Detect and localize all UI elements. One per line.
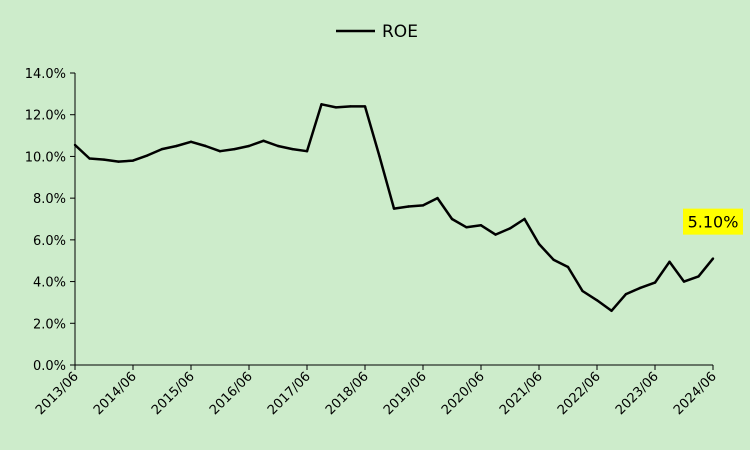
data-point [131,159,135,162]
data-point [349,105,352,108]
x-tick-label: 2017/06 [265,369,314,418]
data-point [117,160,120,163]
data-point [233,147,236,151]
legend: ROE [336,22,418,42]
y-tick-label: 12.0% [25,109,66,124]
callout-label: 5.10% [688,213,739,232]
x-tick-label: 2023/06 [613,369,662,418]
data-point [581,289,584,293]
data-point [566,265,570,269]
data-point [291,147,294,151]
x-tick-label: 2018/06 [323,369,372,418]
axes [74,73,713,366]
series-group [73,103,715,313]
data-point [639,286,642,289]
legend-label-roe: ROE [382,22,418,42]
data-point [407,205,410,208]
data-point [204,144,207,148]
data-point [479,224,483,227]
x-tick-label: 2014/06 [91,369,140,418]
data-point [189,140,193,143]
y-tick-label: 10.0% [25,150,66,165]
y-tick-label: 4.0% [33,276,66,291]
y-tick-label: 2.0% [33,317,66,332]
data-point [711,257,715,260]
x-axis-ticks: 2013/06 2014/06 2015/06 2016/06 2017/06 2018/… [33,365,720,418]
data-point [262,139,265,142]
callout-box [683,208,743,235]
data-point [392,207,396,210]
data-point [682,280,686,283]
data-point [160,147,164,151]
data-point [102,158,106,161]
x-tick-label: 2022/06 [555,369,604,418]
x-tick-label: 2016/06 [207,369,256,418]
data-point [508,227,512,230]
data-point [88,157,91,160]
data-point [595,299,599,302]
data-point [320,103,323,106]
data-point [175,144,178,148]
y-axis-ticks: 0.0% 2.0% 4.0% 6.0% 8.0% 10.0% 12.0% 14.0% [25,67,75,374]
x-tick-label: 2013/06 [33,369,82,418]
data-point [494,233,497,236]
x-tick-label: 2019/06 [381,369,430,418]
data-point [436,196,439,200]
y-tick-label: 6.0% [33,234,66,249]
data-point [624,292,628,296]
data-point [146,154,149,157]
data-point [552,258,555,261]
data-point [421,204,425,207]
x-tick-label: 2024/06 [671,369,720,418]
annotations: 5.10% [683,208,743,235]
data-point [334,106,338,109]
data-point [537,242,541,246]
data-point [610,309,613,312]
data-point [465,226,468,229]
data-point [218,150,222,153]
data-point [697,275,700,278]
x-tick-label: 2021/06 [497,369,546,418]
data-point [247,144,251,148]
x-tick-label: 2020/06 [439,369,488,418]
data-point [305,150,309,153]
x-tick-label: 2015/06 [149,369,198,418]
data-point [523,217,526,221]
data-point [363,105,367,108]
y-tick-label: 8.0% [33,192,66,207]
y-tick-label: 0.0% [33,359,66,374]
data-point [450,217,454,221]
data-point [73,143,77,147]
y-tick-label: 14.0% [25,67,66,82]
data-point [378,155,381,158]
data-point [653,281,657,284]
data-point [668,260,671,263]
data-point [276,144,280,148]
